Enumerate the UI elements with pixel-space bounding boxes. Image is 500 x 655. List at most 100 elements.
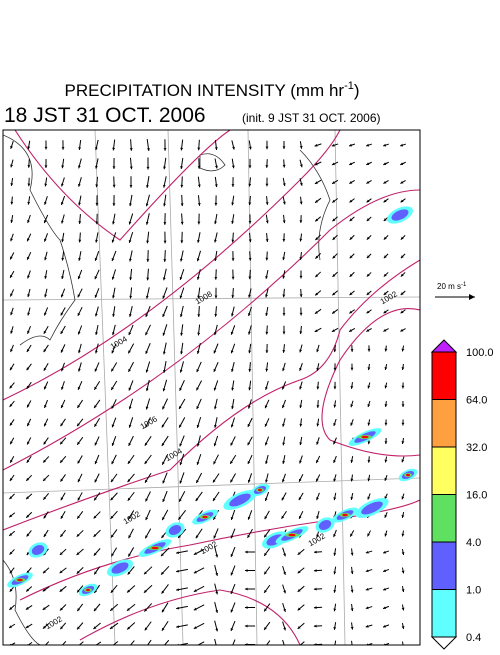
title-text: PRECIPITATION INTENSITY (mm hr <box>64 81 344 100</box>
wind-arrowhead <box>266 202 269 205</box>
wind-arrowhead <box>130 148 133 151</box>
wind-arrowhead <box>145 646 148 649</box>
colorbar-label: 16.0 <box>466 490 487 502</box>
rain-area <box>258 489 262 492</box>
rain-area <box>288 534 295 537</box>
wind-arrowhead <box>300 220 303 223</box>
wind-arrowhead <box>299 331 302 334</box>
colorbar-bottom <box>432 637 456 649</box>
wind-arrowhead <box>283 313 286 316</box>
contour-label: 1004 <box>109 334 129 351</box>
contour-label: 1006 <box>139 414 159 431</box>
wind-arrowhead <box>316 387 319 390</box>
contour-label: 1002 <box>379 289 399 306</box>
rain-area <box>151 547 158 550</box>
wind-vectors <box>9 139 406 650</box>
wind-arrowhead <box>266 184 269 187</box>
wind-arrowhead <box>265 350 268 353</box>
wind-arrowhead <box>385 423 388 426</box>
wind-arrowhead <box>283 332 286 335</box>
wind-arrowhead <box>161 646 164 649</box>
wind-arrowhead <box>164 148 167 151</box>
wind-arrowhead <box>130 185 133 188</box>
wind-arrowhead <box>245 625 248 628</box>
colorbar-label: 0.4 <box>466 632 481 644</box>
wind-arrowhead <box>113 203 116 206</box>
wind-arrowhead <box>314 569 317 572</box>
wind-arrowhead <box>232 258 235 261</box>
wind-arrowhead <box>249 258 252 261</box>
vector-exponent: -1 <box>461 282 467 288</box>
wind-arrowhead <box>163 259 166 262</box>
wind-arrowhead <box>197 222 200 225</box>
wind-arrowhead <box>249 239 252 242</box>
wind-arrowhead <box>249 221 252 224</box>
wind-arrowhead <box>334 386 337 389</box>
wind-arrowhead <box>215 203 218 206</box>
wind-arrowhead <box>147 167 150 170</box>
precipitation <box>5 203 419 599</box>
wind-arrowhead <box>314 551 317 554</box>
wind-arrowhead <box>265 258 268 261</box>
wind-arrowhead <box>248 202 251 205</box>
vector-label: 20 m s-1 <box>437 282 467 291</box>
colorbar-segment <box>432 447 456 495</box>
rain-area <box>86 589 90 592</box>
init-time: (init. 9 JST 31 OCT. 2006) <box>242 111 381 125</box>
wind-arrowhead <box>314 606 317 609</box>
wind-arrowhead <box>351 368 354 371</box>
wind-arrowhead <box>368 349 371 352</box>
map-frame <box>3 130 420 645</box>
graticule <box>3 130 420 645</box>
wind-arrowhead <box>231 295 234 298</box>
wind-arrowhead <box>146 278 149 281</box>
wind-arrowhead <box>283 146 286 149</box>
wind-arrowhead <box>197 333 200 336</box>
contour-label: 1002 <box>307 531 327 548</box>
vector-label-text: 20 m s <box>437 282 461 291</box>
valid-time: 18 JST 31 OCT. 2006 <box>4 104 206 127</box>
wind-arrowhead <box>180 240 183 243</box>
wind-arrowhead <box>27 184 30 187</box>
wind-arrowhead <box>402 423 405 426</box>
wind-arrowhead <box>351 349 354 352</box>
wind-arrowhead <box>245 588 248 591</box>
wind-arrowhead <box>316 405 319 408</box>
wind-arrowhead <box>282 294 285 297</box>
wind-arrowhead <box>351 645 354 648</box>
colorbar-segment <box>432 400 456 448</box>
rain-area <box>342 514 348 517</box>
rain-area <box>202 516 208 519</box>
colorbar-label: 64.0 <box>466 395 487 407</box>
wind-arrowhead <box>300 294 303 297</box>
contour-label: 1008 <box>194 289 214 306</box>
rain-area <box>361 436 368 439</box>
wind-arrowhead <box>402 404 405 407</box>
wind-arrowhead <box>197 148 200 151</box>
wind-arrowhead <box>368 460 371 463</box>
wind-arrowhead <box>283 165 286 168</box>
wind-arrowhead <box>232 277 235 280</box>
wind-arrowhead <box>300 313 303 316</box>
wind-arrowhead <box>265 332 268 335</box>
wind-arrowhead <box>181 203 184 206</box>
wind-arrowhead <box>45 147 48 150</box>
colorbar-label: 4.0 <box>466 537 481 549</box>
title: PRECIPITATION INTENSITY (mm hr-1) <box>64 80 359 100</box>
wind-arrowhead <box>95 184 98 187</box>
colorbar-segment <box>432 352 456 400</box>
wind-arrowhead <box>10 202 13 205</box>
wind-arrowhead <box>146 259 149 262</box>
contour-label: 1002 <box>122 509 142 526</box>
wind-arrowhead <box>113 166 116 169</box>
colorbar-segment <box>432 590 456 638</box>
isobars <box>3 130 420 645</box>
wind-arrowhead <box>245 551 248 554</box>
wind-arrowhead <box>248 369 251 372</box>
wind-arrowhead <box>215 296 218 299</box>
wind-arrowhead <box>128 645 131 648</box>
wind-arrowhead <box>181 222 184 225</box>
wind-arrowhead <box>78 221 81 224</box>
